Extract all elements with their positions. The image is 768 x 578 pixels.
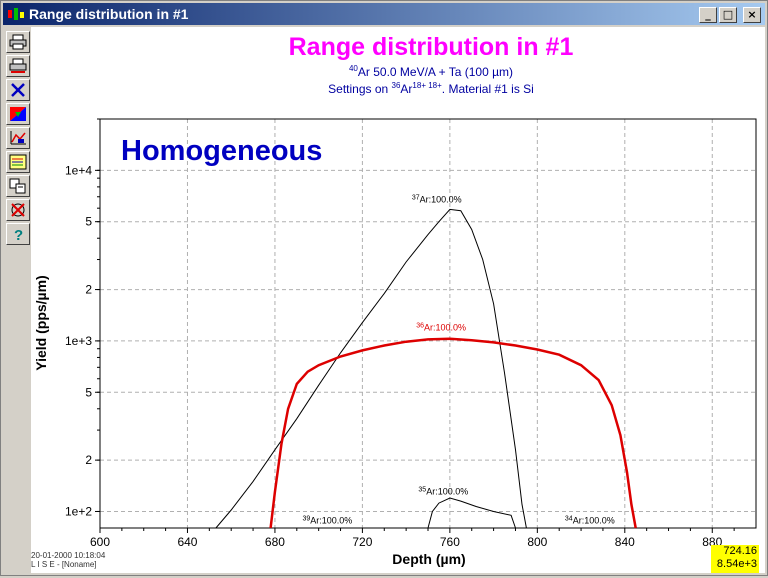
x-tick-label: 760 [440,535,460,549]
y-tick-label: 1e+3 [65,334,92,348]
homogeneous-label: Homogeneous [121,135,322,167]
app-icon [8,8,24,20]
series-label-2: 35Ar:100.0% [418,486,468,496]
cursor-readout: 724.16 8.54e+3 [711,545,759,573]
subtitle-1-text: Ar 50.0 MeV/A + Ta (100 µm) [358,65,513,79]
printer-icon[interactable] [6,31,30,53]
plot-area: Range distribution in #1 40Ar 50.0 MeV/A… [31,27,765,573]
print-setup-icon[interactable] [6,55,30,77]
footer-app: L I S E - [Noname] [31,560,97,569]
axis-x-icon[interactable] [6,79,30,101]
subtitle-1-sup: 40 [349,64,358,73]
series-label-0: 37Ar:100.0% [412,194,462,204]
series-line-2 [427,497,516,529]
series-group [215,208,637,529]
series-line-0 [215,208,527,529]
subtitle-2-sup1: 36 [392,81,401,90]
maximize-button[interactable]: □ [719,7,737,23]
x-tick-label: 680 [265,535,285,549]
minimize-button[interactable]: _ [699,7,717,23]
copy-icon[interactable] [6,175,30,197]
y-tick-label: 2 [85,453,92,467]
window-title: Range distribution in #1 [29,6,189,22]
y-tick-label: 1e+4 [65,163,92,177]
side-toolbar: ? [3,27,31,575]
subtitle-2-b: Ar [400,82,412,96]
series-line-1 [269,337,637,529]
close-button[interactable]: × [743,7,761,23]
x-axis-label: Depth (µm) [392,551,465,567]
subtitle-2-sup2: 18+ 18+ [412,81,442,90]
x-tick-label: 840 [615,535,635,549]
series-labels: 37Ar:100.0% 36Ar:100.0% 35Ar:100.0% 39Ar:10… [302,194,614,525]
y-tick-label: 5 [85,215,92,229]
y-tick-label: 2 [85,283,92,297]
footer-timestamp: 20-01-2000 10:18:04 [31,551,106,560]
chart-title: Range distribution in #1 [289,33,574,61]
cursor-y: 8.54e+3 [716,558,757,570]
y-tick-label: 5 [85,385,92,399]
help-icon[interactable]: ? [6,223,30,245]
title-bar[interactable]: Range distribution in #1 _ □ × [3,3,765,25]
y-axis-label: Yield (pps/µm) [33,275,49,370]
footer-note: 20-01-2000 10:18:04 L I S E - [Noname] [31,551,105,569]
subtitle-2-c: . Material #1 is Si [442,82,534,96]
subtitle-2-a: Settings on [328,82,391,96]
legend-icon[interactable] [6,151,30,173]
x-tick-label: 720 [352,535,372,549]
color-palette-icon[interactable] [6,103,30,125]
annotation-0: 39Ar:100.0% [302,516,352,526]
chart-subtitle-2: Settings on 36Ar18+ 18+. Material #1 is … [328,81,534,96]
range-chart[interactable]: Range distribution in #1 40Ar 50.0 MeV/A… [31,27,765,573]
annotation-1: 34Ar:100.0% [565,516,615,526]
svg-text:?: ? [14,227,23,242]
chart-icon[interactable] [6,127,30,149]
y-tick-label: 1e+2 [65,504,92,518]
chart-subtitle-1: 40Ar 50.0 MeV/A + Ta (100 µm) [349,64,513,79]
x-tick-label: 640 [177,535,197,549]
series-label-1: 36Ar:100.0% [416,323,466,333]
x-tick-label: 600 [90,535,110,549]
x-tick-label: 800 [527,535,547,549]
cursor-x: 724.16 [723,545,757,557]
exit-icon[interactable] [6,199,30,221]
